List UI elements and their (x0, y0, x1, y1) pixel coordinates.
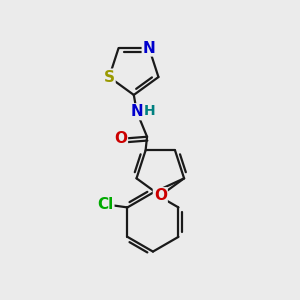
Text: H: H (143, 104, 155, 118)
Text: O: O (154, 188, 167, 203)
Text: O: O (114, 131, 127, 146)
Text: S: S (104, 70, 115, 85)
Text: N: N (130, 104, 143, 119)
Text: N: N (143, 40, 155, 56)
Text: Cl: Cl (97, 197, 113, 212)
